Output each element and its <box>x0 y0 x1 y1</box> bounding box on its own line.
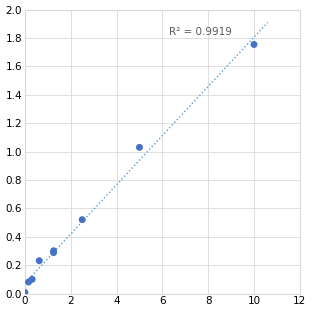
Point <box>26 280 31 285</box>
Text: R² = 0.9919: R² = 0.9919 <box>169 27 232 37</box>
Point <box>51 248 56 253</box>
Point <box>80 217 85 222</box>
Point <box>251 42 256 47</box>
Point <box>51 250 56 255</box>
Point <box>30 277 35 282</box>
Point <box>37 258 42 263</box>
Point <box>22 290 27 295</box>
Point <box>137 145 142 150</box>
